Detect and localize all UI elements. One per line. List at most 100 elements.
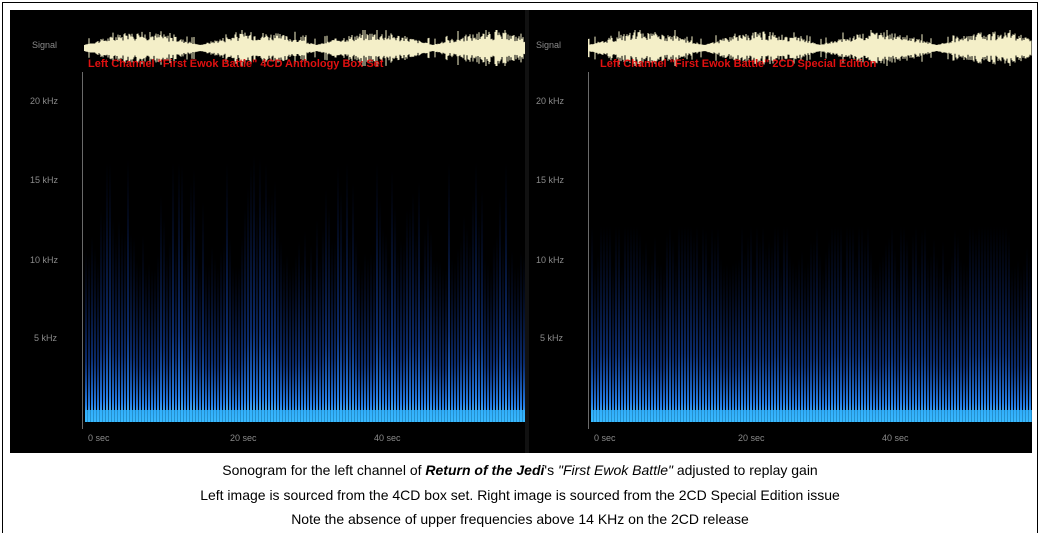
- spectrogram-column: [879, 259, 881, 422]
- spectrogram-column: [229, 237, 231, 422]
- spectrogram-column: [325, 189, 327, 422]
- spectrogram-column: [286, 254, 288, 422]
- spectrogram-column: [669, 226, 671, 422]
- caption-line-2: Left image is sourced from the 4CD box s…: [200, 487, 840, 503]
- spectrogram-column: [645, 240, 647, 422]
- spectrogram-column: [993, 226, 995, 422]
- spectrogram-column: [891, 226, 893, 422]
- left-y-label-15khz: 15 kHz: [30, 175, 59, 185]
- spectrogram-column: [508, 257, 510, 422]
- spectrogram-column: [591, 226, 593, 422]
- spectrogram-column: [939, 265, 941, 422]
- spectrogram-column: [765, 246, 767, 422]
- spectrogram-column: [828, 239, 830, 422]
- spectrogram-column: [403, 242, 405, 422]
- spectrogram-column: [289, 267, 291, 422]
- spectrogram-column: [597, 254, 599, 422]
- spectrogram-column: [499, 196, 501, 422]
- spectrogram-column: [253, 153, 255, 422]
- spectrogram-column: [154, 268, 156, 422]
- spectrogram-column: [648, 262, 650, 422]
- spectrogram-column: [175, 237, 177, 422]
- right-sonogram-panel: Signal Left Channel "First Ewok Battle" …: [530, 10, 1032, 453]
- spectrogram-column: [723, 265, 725, 422]
- spectrogram-column: [208, 264, 210, 422]
- spectrogram-column: [187, 237, 189, 422]
- spectrogram-column: [810, 240, 812, 422]
- spectrogram-column: [918, 260, 920, 422]
- spectrogram-column: [181, 164, 183, 422]
- spectrogram-column: [145, 267, 147, 422]
- spectrogram-column: [250, 164, 252, 422]
- caption-line-3: Note the absence of upper frequencies ab…: [291, 511, 749, 527]
- spectrogram-column: [972, 226, 974, 422]
- spectrogram-column: [963, 262, 965, 422]
- spectrogram-column: [397, 250, 399, 422]
- spectrogram-column: [274, 180, 276, 422]
- spectrogram-column: [894, 248, 896, 422]
- spectrogram-column: [295, 254, 297, 422]
- spectrogram-column: [478, 217, 480, 422]
- spectrogram-column: [876, 268, 878, 422]
- spectrogram-column: [457, 248, 459, 422]
- spectrogram-column: [337, 165, 339, 422]
- spectrogram-column: [747, 235, 749, 422]
- spectrogram-column: [307, 263, 309, 422]
- spectrogram-column: [223, 243, 225, 422]
- spectrogram-column: [121, 230, 123, 422]
- right-y-label-15khz: 15 kHz: [536, 175, 565, 185]
- left-x-label-20: 20 sec: [230, 433, 257, 443]
- spectrogram-column: [136, 260, 138, 422]
- spectrogram-column: [340, 190, 342, 422]
- spectrogram-column: [774, 226, 776, 422]
- spectrogram-column: [981, 226, 983, 422]
- spectrogram-column: [304, 231, 306, 422]
- right-x-label-40: 40 sec: [882, 433, 909, 443]
- left-waveform: [84, 30, 528, 66]
- spectrogram-column: [936, 255, 938, 422]
- spectrogram-column: [1011, 266, 1013, 422]
- spectrogram-column: [184, 253, 186, 422]
- spectrogram-column: [873, 267, 875, 422]
- spectrogram-column: [292, 264, 294, 422]
- spectrogram-column: [301, 259, 303, 422]
- spectrogram-column: [852, 226, 854, 422]
- caption-album-title: Return of the Jedi: [425, 462, 545, 478]
- spectrogram-column: [1005, 226, 1007, 422]
- spectrogram-column: [127, 159, 129, 422]
- spectrogram-column: [157, 254, 159, 422]
- left-y-label-5khz: 5 kHz: [34, 333, 58, 343]
- spectrogram-column: [639, 232, 641, 422]
- spectrogram-column: [717, 227, 719, 422]
- left-panel-title: Left Channel "First Ewok Battle" 4CD Ant…: [88, 58, 384, 70]
- left-x-label-40: 40 sec: [374, 433, 401, 443]
- spectrogram-column: [349, 234, 351, 422]
- spectrogram-column: [906, 237, 908, 422]
- spectrogram-column: [621, 264, 623, 422]
- spectrogram-column: [238, 267, 240, 422]
- spectrogram-column: [502, 241, 504, 422]
- left-y-axis: [82, 72, 83, 429]
- spectrogram-column: [996, 226, 998, 422]
- spectrogram-column: [268, 195, 270, 422]
- spectrogram-column: [370, 251, 372, 422]
- right-x-label-20: 20 sec: [738, 433, 765, 443]
- spectrogram-column: [151, 268, 153, 422]
- right-y-label-10khz: 10 kHz: [536, 255, 565, 265]
- spectrogram-column: [675, 258, 677, 422]
- spectrogram-column: [523, 255, 525, 422]
- spectrogram-column: [942, 241, 944, 422]
- spectrogram-column: [262, 197, 264, 422]
- spectrogram-column: [205, 264, 207, 422]
- spectrogram-column: [109, 162, 111, 422]
- spectrogram-column: [684, 226, 686, 422]
- spectrogram-column: [777, 226, 779, 422]
- spectrogram-column: [94, 247, 96, 422]
- spectrogram-column: [933, 238, 935, 422]
- left-y-label-10khz: 10 kHz: [30, 255, 59, 265]
- spectrogram-column: [190, 181, 192, 422]
- spectrogram-column: [520, 251, 522, 422]
- spectrogram-column: [681, 226, 683, 422]
- spectrogram-column: [334, 240, 336, 422]
- spectrogram-column: [768, 239, 770, 422]
